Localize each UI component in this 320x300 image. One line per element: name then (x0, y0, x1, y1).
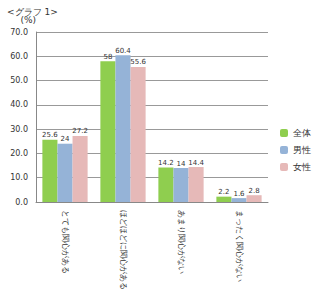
svg-text:20.0: 20.0 (10, 149, 28, 158)
svg-text:1.6: 1.6 (233, 190, 245, 198)
svg-text:まったく関心がない: まったく関心がない (235, 210, 244, 282)
svg-text:14.2: 14.2 (158, 159, 174, 167)
svg-text:<グラフ 1>: <グラフ 1> (7, 7, 58, 17)
svg-text:27.2: 27.2 (72, 127, 88, 135)
svg-text:全体: 全体 (293, 128, 311, 138)
svg-text:25.6: 25.6 (42, 131, 58, 139)
svg-text:60.4: 60.4 (115, 47, 131, 55)
svg-text:2.2: 2.2 (218, 188, 229, 196)
svg-text:ほどほどに関心がある: ほどほどに関心がある (119, 210, 128, 290)
svg-text:58: 58 (103, 53, 112, 61)
svg-text:40.0: 40.0 (10, 100, 28, 109)
svg-text:14.4: 14.4 (188, 159, 204, 167)
svg-text:55.6: 55.6 (130, 58, 146, 66)
svg-text:24: 24 (61, 135, 70, 143)
svg-text:0.0: 0.0 (15, 198, 28, 207)
svg-text:男性: 男性 (293, 145, 311, 155)
svg-text:50.0: 50.0 (10, 76, 28, 85)
svg-text:10.0: 10.0 (10, 173, 28, 182)
svg-text:30.0: 30.0 (10, 125, 28, 134)
svg-text:70.0: 70.0 (10, 28, 28, 37)
svg-text:あまり関心がない: あまり関心がない (177, 210, 186, 274)
svg-text:とても関心がある: とても関心がある (61, 210, 70, 274)
svg-text:2.8: 2.8 (249, 187, 260, 195)
svg-text:女性: 女性 (293, 162, 311, 172)
svg-text:14: 14 (177, 160, 186, 168)
svg-text:60.0: 60.0 (10, 52, 28, 61)
